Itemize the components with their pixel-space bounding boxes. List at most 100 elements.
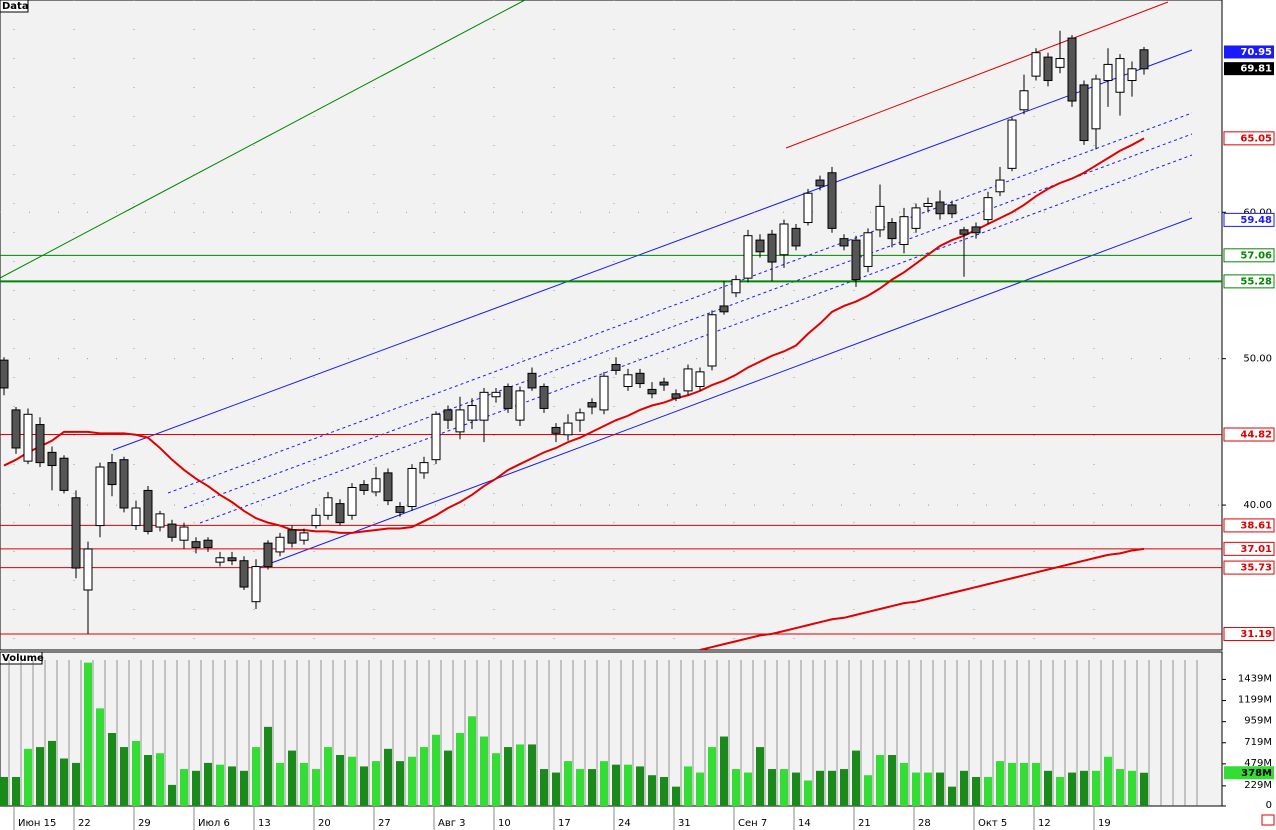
volume-bar xyxy=(636,766,644,806)
volume-bar xyxy=(228,766,236,806)
candle-body xyxy=(659,381,669,386)
candle-body xyxy=(467,405,477,421)
candle-body xyxy=(287,529,297,544)
volume-bar xyxy=(204,762,212,806)
candle-body xyxy=(323,497,333,516)
x-tick-label: 13 xyxy=(258,818,271,829)
candle-body xyxy=(911,207,921,229)
volume-bar xyxy=(252,747,260,806)
candle-body xyxy=(23,413,33,462)
volume-bar xyxy=(1008,762,1016,806)
volume-bar xyxy=(372,761,380,806)
level-box xyxy=(1223,212,1275,227)
candle-body xyxy=(767,233,777,263)
candle-body xyxy=(959,229,969,235)
level-label: 37.01 xyxy=(1240,544,1272,555)
volume-bar xyxy=(792,772,800,806)
candle-body xyxy=(731,279,741,294)
level-box xyxy=(1224,62,1274,76)
volume-bar xyxy=(360,766,368,806)
volume-bar xyxy=(1032,762,1040,806)
candle-body xyxy=(623,374,633,387)
volume-bar xyxy=(1128,770,1136,806)
candle-body xyxy=(419,462,429,474)
volume-bar xyxy=(804,780,812,806)
corner-icon[interactable] xyxy=(1261,814,1275,826)
candle-body xyxy=(635,372,645,385)
volume-bar xyxy=(1044,770,1052,806)
candle-body xyxy=(575,412,585,421)
level-box xyxy=(1223,627,1275,642)
volume-bar xyxy=(468,716,476,806)
level-label: 57.06 xyxy=(1240,250,1272,261)
volume-bar xyxy=(300,762,308,806)
candle-body xyxy=(275,536,285,553)
level-label: 69.81 xyxy=(1240,64,1272,75)
level-label: 65.05 xyxy=(1240,133,1272,144)
volume-bar xyxy=(660,776,668,806)
x-tick-label: 29 xyxy=(138,818,151,829)
x-tick-label: 12 xyxy=(1038,818,1051,829)
green-trendline xyxy=(0,0,526,279)
candle-body xyxy=(119,459,129,509)
candle-body xyxy=(155,513,165,528)
volume-bar xyxy=(12,776,20,806)
candle-body xyxy=(995,179,1005,193)
candle-body xyxy=(863,232,873,267)
candle-body xyxy=(983,197,993,221)
volume-bar xyxy=(1092,770,1100,806)
volume-marker-label: 378M xyxy=(1241,768,1272,779)
candle-body xyxy=(779,223,789,256)
level-label: 55.28 xyxy=(1240,276,1272,287)
volume-bar xyxy=(912,772,920,806)
volume-bar xyxy=(96,708,104,806)
candle-body xyxy=(251,566,261,603)
candle-body xyxy=(611,364,621,371)
volume-bar xyxy=(816,770,824,806)
x-tick-label: 17 xyxy=(558,818,571,829)
moving-average xyxy=(3,137,1145,534)
level-box xyxy=(1223,541,1275,556)
volume-bar xyxy=(132,740,140,806)
x-tick-label: 31 xyxy=(678,818,691,829)
candle-body xyxy=(1079,84,1089,142)
candle-body xyxy=(239,560,249,588)
candle-body xyxy=(875,205,885,231)
volume-tick-label: 959M xyxy=(1244,716,1272,727)
volume-bar xyxy=(624,764,632,806)
candle-body xyxy=(851,239,861,281)
candle-body xyxy=(803,192,813,224)
candle-body xyxy=(1031,52,1041,77)
volume-bar xyxy=(72,762,80,806)
volume-bar xyxy=(972,776,980,806)
candle-body xyxy=(1055,58,1065,68)
level-box xyxy=(1223,518,1275,533)
candle-body xyxy=(899,216,909,245)
candle-body xyxy=(887,222,897,240)
chart-title: Data xyxy=(2,1,29,12)
candle-body xyxy=(167,523,177,538)
volume-bar xyxy=(480,736,488,806)
candle-body xyxy=(83,548,93,591)
candle-body xyxy=(143,489,153,532)
volume-bar xyxy=(456,733,464,806)
candle-body xyxy=(503,385,513,409)
candle-body xyxy=(539,385,549,409)
volume-bar xyxy=(324,747,332,806)
candle-body xyxy=(95,466,105,527)
moving-average xyxy=(699,547,1145,650)
y-tick-label: 60.00 xyxy=(1243,207,1272,218)
volume-bar xyxy=(348,756,356,806)
channel-mid xyxy=(183,133,1193,509)
volume-bar xyxy=(960,770,968,806)
channel-mid xyxy=(167,112,1193,494)
volume-bar xyxy=(840,769,848,806)
x-tick-label: Окт 5 xyxy=(978,818,1007,829)
volume-bar xyxy=(1020,762,1028,806)
level-label: 31.19 xyxy=(1240,629,1272,640)
volume-bar xyxy=(168,784,176,806)
volume-tick-label: 229M xyxy=(1244,780,1272,791)
candle-body xyxy=(335,503,345,524)
candle-body xyxy=(443,409,453,421)
candle-body xyxy=(1019,90,1029,111)
